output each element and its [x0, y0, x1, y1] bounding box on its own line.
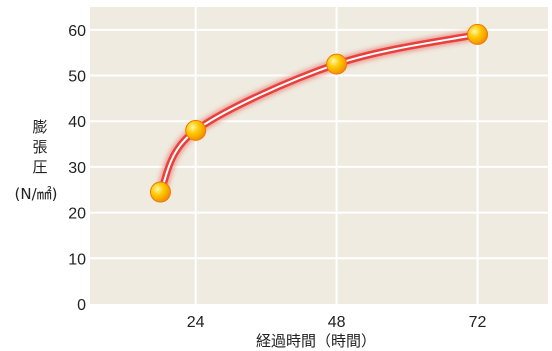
x-tick-label: 24	[187, 314, 205, 331]
data-point-marker	[467, 23, 489, 45]
data-point-marker	[326, 53, 348, 75]
y-axis-label: 膨 張 圧 (N/㎟)	[15, 118, 58, 203]
y-tick-label: 20	[68, 206, 86, 223]
svg-text:張: 張	[32, 138, 47, 156]
plot-area	[90, 7, 548, 304]
x-tick-label: 72	[469, 314, 487, 331]
y-tick-label: 40	[68, 114, 86, 131]
series-highlight	[159, 33, 479, 194]
y-tick-label: 10	[68, 251, 86, 268]
x-axis-ticks: 24 48 72	[187, 314, 487, 331]
data-point-marker	[185, 119, 207, 141]
svg-text:膨: 膨	[32, 118, 47, 136]
data-markers	[149, 23, 489, 203]
svg-text:圧: 圧	[32, 158, 47, 176]
y-tick-label: 0	[77, 297, 86, 314]
y-axis-ticks: 0 10 20 30 40 50 60	[68, 23, 86, 314]
data-point-marker	[149, 181, 171, 203]
series-line	[155, 29, 482, 196]
x-tick-label: 48	[328, 314, 346, 331]
y-tick-label: 60	[68, 23, 86, 40]
x-axis-label: 経過時間（時間）	[256, 332, 376, 350]
svg-text:(N/㎟): (N/㎟)	[15, 185, 58, 203]
y-tick-label: 30	[68, 160, 86, 177]
y-tick-label: 50	[68, 69, 86, 86]
